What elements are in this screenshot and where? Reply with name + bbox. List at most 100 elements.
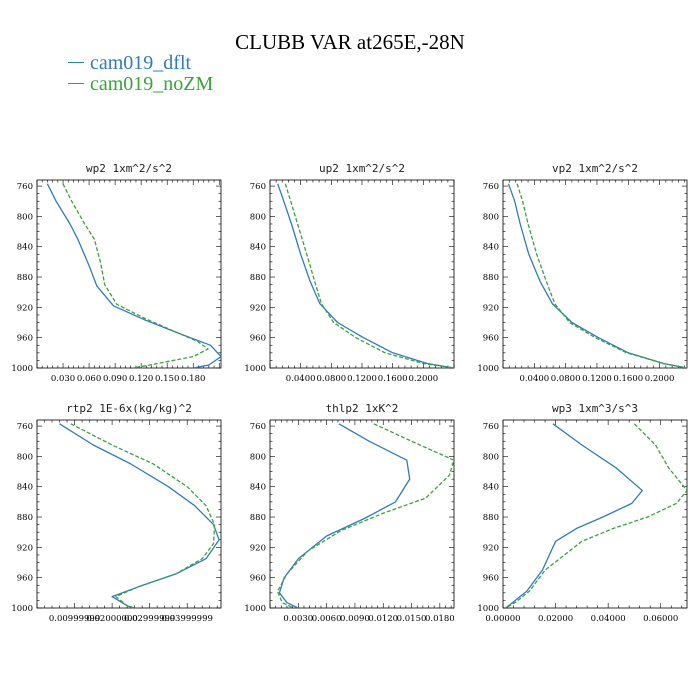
y-tick-label: 1000 — [244, 604, 266, 614]
panel-6: wp3 1xm^3/s^3 760 800 840 880 920 960 10000.000… — [477, 402, 688, 624]
panel-title: up2 1xm^2/s^2 — [319, 162, 405, 175]
plot-frame — [269, 179, 455, 369]
x-tick-label: 0.0400 — [286, 374, 316, 384]
y-tick-label: 1000 — [244, 364, 266, 374]
y-tick-label: 840 — [483, 483, 499, 493]
legend-item-dflt: cam019_dflt — [68, 52, 213, 73]
x-tick-label: 0.0030 — [283, 614, 313, 624]
y-tick-label: 800 — [250, 212, 266, 222]
series-line-dflt — [46, 183, 221, 368]
y-tick-label: 800 — [17, 212, 33, 222]
x-tick-label: 0.0400 — [519, 374, 549, 384]
plot-frame — [502, 419, 688, 609]
y-tick-label: 840 — [250, 243, 266, 253]
x-tick-label: 0.00999999 — [49, 614, 100, 624]
x-tick-label: 0.030 — [51, 374, 75, 384]
x-tick-label: 0.02000000 — [86, 614, 137, 624]
series-line-nozm — [505, 423, 687, 608]
y-tick-label: 760 — [250, 182, 266, 192]
panel-2: up2 1xm^2/s^2 760 800 840 880 920 960 1000 0.040… — [244, 162, 455, 384]
legend: cam019_dflt cam019_noZM — [68, 52, 213, 94]
x-tick-label: 0.150 — [155, 374, 179, 384]
y-tick-label: 800 — [17, 452, 33, 462]
y-tick-label: 960 — [250, 574, 266, 584]
y-tick-label: 920 — [250, 303, 266, 313]
x-tick-label: 0.04000 — [591, 614, 626, 624]
y-tick-label: 920 — [17, 543, 33, 553]
x-tick-label: 0.1600 — [378, 374, 408, 384]
y-tick-label: 920 — [483, 543, 499, 553]
x-tick-label: 0.1200 — [347, 374, 377, 384]
y-tick-label: 960 — [483, 574, 499, 584]
plot-frame — [36, 419, 222, 609]
x-tick-label: 0.0120 — [368, 614, 398, 624]
x-tick-label: 0.00000 — [485, 614, 520, 624]
y-tick-label: 800 — [483, 452, 499, 462]
x-tick-label: 0.0090 — [340, 614, 370, 624]
x-tick-label: 0.2000 — [408, 374, 438, 384]
panel-1: wp2 1xm^2/s^2 760 800 840 880 920 960 1000 0.030… — [11, 162, 222, 384]
panel-title: wp2 1xm^2/s^2 — [86, 162, 172, 175]
panel-title: rtp2 1E-6x(kg/kg)^2 — [66, 402, 192, 415]
x-tick-label: 0.0800 — [316, 374, 346, 384]
plot-frame — [502, 179, 688, 369]
series-line-nozm — [70, 423, 216, 608]
y-tick-label: 1000 — [11, 604, 33, 614]
chart-title: CLUBB VAR at265E,-28N — [235, 30, 465, 54]
x-tick-label: 0.0800 — [551, 374, 581, 384]
y-tick-label: 840 — [483, 243, 499, 253]
series-line-nozm — [62, 183, 209, 368]
x-tick-label: 0.03999999 — [162, 614, 213, 624]
legend-item-nozm: cam019_noZM — [68, 73, 213, 94]
x-tick-label: 0.2000 — [645, 374, 675, 384]
x-tick-label: 0.0180 — [425, 614, 455, 624]
y-tick-label: 960 — [483, 334, 499, 344]
x-tick-label: 0.0150 — [397, 614, 427, 624]
series-line-dflt — [507, 183, 687, 368]
y-tick-label: 960 — [17, 574, 33, 584]
x-tick-label: 0.1200 — [582, 374, 612, 384]
series-line-dflt — [59, 423, 220, 608]
y-tick-label: 960 — [250, 334, 266, 344]
series-line-dflt — [505, 423, 643, 608]
y-tick-label: 880 — [250, 273, 266, 283]
y-tick-label: 920 — [483, 303, 499, 313]
legend-label-dflt: cam019_dflt — [90, 51, 192, 74]
series-line-nozm — [276, 423, 454, 608]
x-tick-label: 0.120 — [129, 374, 153, 384]
panel-title: wp3 1xm^3/s^3 — [552, 402, 638, 415]
legend-label-nozm: cam019_noZM — [90, 72, 214, 95]
y-tick-label: 760 — [483, 182, 499, 192]
plot-frame — [269, 419, 455, 609]
panel-title: vp2 1xm^2/s^2 — [552, 162, 638, 175]
x-tick-label: 0.02999999 — [124, 614, 175, 624]
y-tick-label: 880 — [17, 513, 33, 523]
y-tick-label: 760 — [483, 422, 499, 432]
y-tick-label: 760 — [250, 422, 266, 432]
series-line-dflt — [277, 183, 454, 368]
panel-4: rtp2 1E-6x(kg/kg)^2 760 800 840 880 920 960 100… — [11, 402, 222, 624]
y-tick-label: 840 — [17, 243, 33, 253]
x-tick-label: 0.1600 — [613, 374, 643, 384]
legend-swatch-nozm — [68, 83, 84, 84]
y-tick-label: 1000 — [477, 364, 499, 374]
y-tick-label: 920 — [250, 543, 266, 553]
y-tick-label: 840 — [17, 483, 33, 493]
legend-swatch-dflt — [68, 62, 84, 63]
y-tick-label: 1000 — [477, 604, 499, 614]
y-tick-label: 800 — [250, 452, 266, 462]
y-tick-label: 1000 — [11, 364, 33, 374]
y-tick-label: 760 — [17, 182, 33, 192]
x-tick-label: 0.060 — [77, 374, 101, 384]
y-tick-label: 880 — [17, 273, 33, 283]
y-tick-label: 800 — [483, 212, 499, 222]
series-line-nozm — [516, 183, 687, 368]
y-tick-label: 880 — [483, 513, 499, 523]
y-tick-label: 760 — [17, 422, 33, 432]
y-tick-label: 840 — [250, 483, 266, 493]
panel-5: thlp2 1xK^276080084088092096010000.00300… — [244, 402, 454, 624]
x-tick-label: 0.090 — [103, 374, 127, 384]
y-tick-label: 920 — [17, 303, 33, 313]
series-line-dflt — [278, 423, 411, 608]
